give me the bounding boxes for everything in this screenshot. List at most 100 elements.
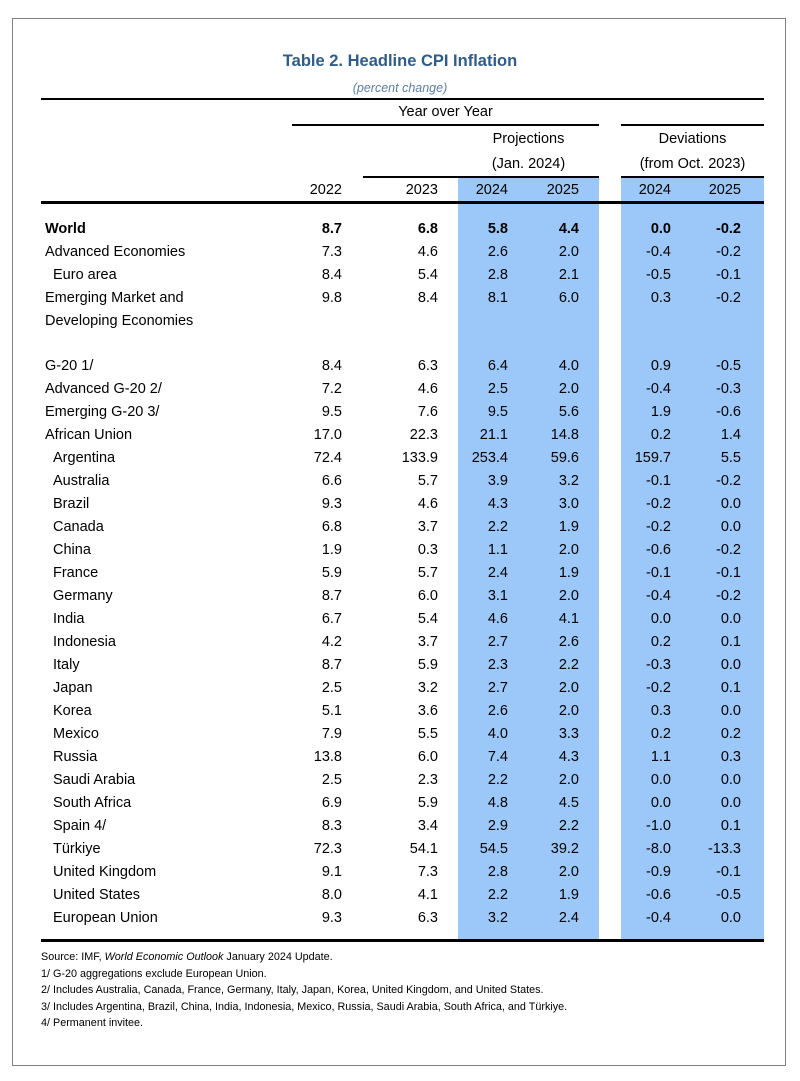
value-proj-2025: 1.9 [558,565,579,581]
table-subtitle: (percent change) [352,81,448,95]
value-proj-2024: 2.7 [487,680,508,696]
row-label: Emerging G-20 3/ [45,404,160,420]
value-2023: 0.3 [417,542,438,558]
table-row: Türkiye 72.3 54.1 54.5 39.2 -8.0 -13.3 [0,841,800,863]
top-rule [41,98,764,100]
value-dev-2024: -0.1 [646,565,671,581]
value-dev-2025: -0.2 [716,588,741,604]
header-deviations-sub: (from Oct. 2023) [639,156,746,172]
row-label: China [53,542,91,558]
value-proj-2024: 7.4 [487,749,508,765]
footnotes: Source: IMF, World Economic Outlook Janu… [41,949,567,1032]
value-dev-2025: -0.2 [716,290,741,306]
value-dev-2025: -0.1 [716,565,741,581]
value-2023: 6.0 [417,588,438,604]
value-2022: 9.3 [321,496,342,512]
value-dev-2024: 0.0 [650,772,671,788]
value-dev-2025: 0.0 [720,795,741,811]
value-dev-2024: 159.7 [634,450,671,466]
value-proj-2024: 8.1 [487,290,508,306]
value-dev-2024: 0.3 [650,703,671,719]
header-projections-sub: (Jan. 2024) [491,156,566,172]
value-2023: 4.6 [417,496,438,512]
value-dev-2025: -0.2 [716,473,741,489]
row-label: African Union [45,427,133,443]
value-proj-2025: 2.6 [558,634,579,650]
value-dev-2024: -0.4 [646,910,671,926]
value-2022: 17.0 [313,427,342,443]
value-2022: 6.8 [321,519,342,535]
value-dev-2024: -0.9 [646,864,671,880]
row-label: United States [53,887,141,903]
value-proj-2025: 2.0 [558,244,579,260]
table-row: G-20 1/ 8.4 6.3 6.4 4.0 0.9 -0.5 [0,358,800,380]
table-row: Advanced Economies 7.3 4.6 2.6 2.0 -0.4 … [0,244,800,266]
table-row: Russia 13.8 6.0 7.4 4.3 1.1 0.3 [0,749,800,771]
row-label: Italy [53,657,80,673]
header-2023: 2023 [405,182,438,198]
source-publication: World Economic Outlook [104,951,224,963]
value-2023: 5.9 [417,657,438,673]
row-label: United Kingdom [53,864,157,880]
value-2022: 6.6 [321,473,342,489]
value-dev-2025: 0.1 [720,818,741,834]
value-dev-2025: 0.0 [720,910,741,926]
value-proj-2025: 2.0 [558,703,579,719]
table-row: Canada 6.8 3.7 2.2 1.9 -0.2 0.0 [0,519,800,541]
deviations-highlight [621,178,764,940]
table-row: India 6.7 5.4 4.6 4.1 0.0 0.0 [0,611,800,633]
value-2022: 9.5 [321,404,342,420]
value-dev-2024: -0.4 [646,381,671,397]
value-proj-2024: 253.4 [471,450,508,466]
value-proj-2024: 2.2 [487,887,508,903]
value-2023: 3.7 [417,634,438,650]
table-row: Advanced G-20 2/ 7.2 4.6 2.5 2.0 -0.4 -0… [0,381,800,403]
value-2023: 4.6 [417,244,438,260]
value-proj-2024: 2.8 [487,267,508,283]
row-label: India [53,611,85,627]
value-2023: 3.7 [417,519,438,535]
value-dev-2025: 0.0 [720,657,741,673]
value-dev-2024: 0.0 [650,221,671,237]
row-label: Indonesia [53,634,116,650]
value-2023: 6.0 [417,749,438,765]
row-label-continued: Developing Economies [45,313,194,329]
value-2023: 22.3 [409,427,438,443]
value-dev-2024: -0.2 [646,680,671,696]
table-row: Japan 2.5 3.2 2.7 2.0 -0.2 0.1 [0,680,800,702]
value-2022: 9.3 [321,910,342,926]
table-row: United States 8.0 4.1 2.2 1.9 -0.6 -0.5 [0,887,800,909]
table-row: Argentina 72.4 133.9 253.4 59.6 159.7 5.… [0,450,800,472]
value-proj-2024: 2.4 [487,565,508,581]
table-row: Euro area 8.4 5.4 2.8 2.1 -0.5 -0.1 [0,267,800,289]
value-2022: 8.7 [321,221,342,237]
footnote-1: 1/ G-20 aggregations exclude European Un… [41,967,267,980]
value-2022: 7.2 [321,381,342,397]
table-row: Emerging G-20 3/ 9.5 7.6 9.5 5.6 1.9 -0.… [0,404,800,426]
value-dev-2025: 0.2 [720,726,741,742]
value-2023: 5.4 [417,267,438,283]
table-row: European Union 9.3 6.3 3.2 2.4 -0.4 0.0 [0,910,800,932]
value-2023: 6.8 [417,221,438,237]
value-2023: 7.6 [417,404,438,420]
value-proj-2024: 2.6 [487,703,508,719]
value-2022: 13.8 [313,749,342,765]
value-2023: 3.4 [417,818,438,834]
value-dev-2025: -0.1 [716,864,741,880]
header-dev-2025: 2025 [708,182,741,198]
value-dev-2024: 0.2 [650,427,671,443]
value-dev-2025: -0.2 [716,244,741,260]
row-label: Australia [53,473,110,489]
value-2023: 6.3 [417,358,438,374]
row-label: Saudi Arabia [53,772,136,788]
value-proj-2025: 2.0 [558,680,579,696]
value-dev-2024: 0.0 [650,795,671,811]
table-row: Indonesia 4.2 3.7 2.7 2.6 0.2 0.1 [0,634,800,656]
header-deviations: Deviations [658,131,727,147]
row-label: Advanced Economies [45,244,186,260]
value-proj-2024: 2.3 [487,657,508,673]
value-proj-2024: 3.1 [487,588,508,604]
value-2023: 133.9 [401,450,438,466]
value-proj-2025: 2.0 [558,381,579,397]
value-proj-2024: 54.5 [479,841,508,857]
